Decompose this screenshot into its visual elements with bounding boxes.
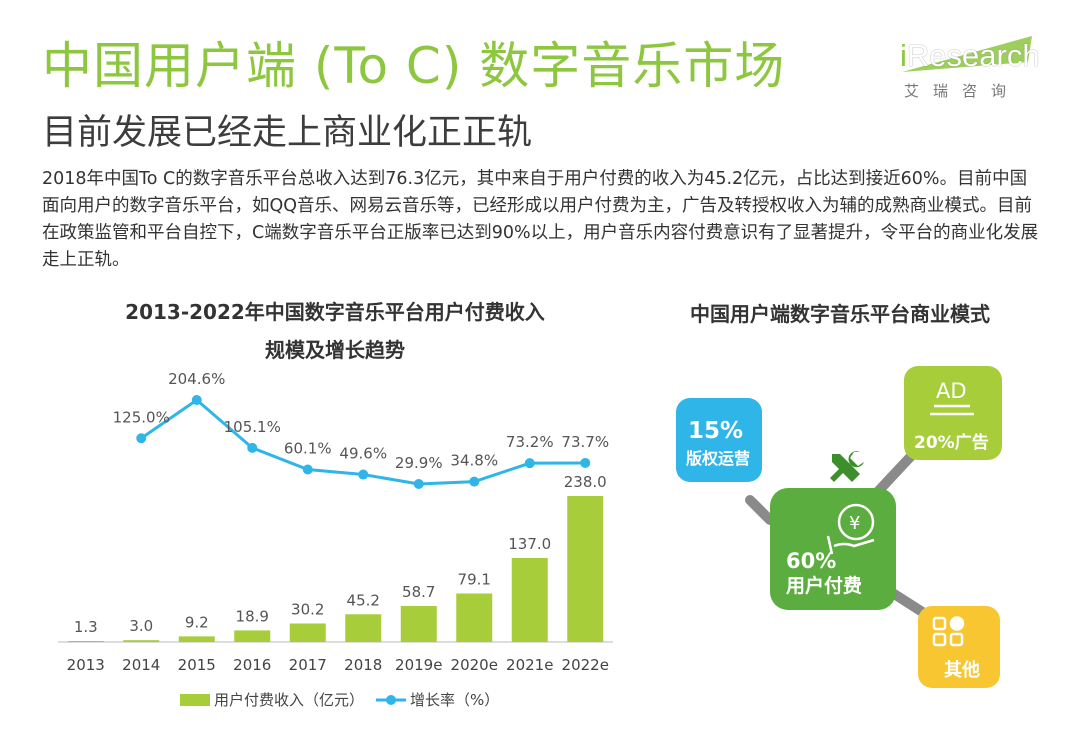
node-ads-label: 20%广告 [914, 432, 989, 453]
svg-text:¥: ¥ [849, 513, 860, 534]
growth-point-2021e [524, 458, 535, 469]
node-other-label: 其他 [944, 659, 980, 681]
x-tick-2018: 2018 [344, 656, 382, 674]
bar-label-2013: 1.3 [74, 618, 98, 636]
bar-label-2017: 30.2 [291, 600, 324, 618]
bar-label-2018: 45.2 [347, 591, 380, 609]
page-title: 中国用户端 (To C) 数字音乐市场 [42, 37, 786, 95]
bar-label-2014: 3.0 [129, 617, 153, 635]
bar-2019e [400, 605, 437, 642]
bar-2017 [289, 623, 326, 642]
node-other: 其他 [918, 606, 1000, 688]
bar-label-2021e: 137.0 [508, 535, 551, 553]
bar-2021e [511, 557, 548, 642]
node-ads: AD 20%广告 [904, 366, 1002, 460]
growth-label-2014: 125.0% [113, 408, 170, 426]
bar-2022e [567, 496, 604, 642]
logo-wordmark: iResearch [900, 38, 1040, 73]
wrench-icon [830, 451, 864, 482]
growth-label-2022e: 73.7% [561, 433, 609, 451]
growth-point-2018 [358, 469, 369, 480]
x-tick-2021e: 2021e [506, 656, 553, 674]
x-tick-2014: 2014 [122, 656, 160, 674]
growth-point-2014 [136, 433, 147, 444]
node-user-payment-percent: 60% [786, 549, 836, 573]
connector-copyright [745, 495, 775, 525]
x-tick-2017: 2017 [289, 656, 327, 674]
bar-2014 [123, 640, 160, 642]
x-tick-2013: 2013 [67, 656, 105, 674]
ad-icon: AD [936, 379, 967, 403]
bar-2015 [178, 636, 215, 642]
legend-line-marker [386, 695, 396, 705]
description-paragraph: 2018年中国To C的数字音乐平台总收入达到76.3亿元，其中来自于用户付费的… [42, 169, 1039, 270]
x-tick-2019e: 2019e [395, 656, 442, 674]
business-model-title: 中国用户端数字音乐平台商业模式 [690, 302, 990, 326]
bar-2016 [234, 630, 271, 642]
growth-point-2017 [302, 464, 313, 475]
growth-label-2020e: 34.8% [450, 452, 498, 470]
bar-label-2015: 9.2 [185, 613, 209, 631]
growth-label-2015: 204.6% [168, 370, 225, 388]
growth-label-2018: 49.6% [339, 445, 387, 463]
iresearch-logo: iResearch 艾瑞咨询 [900, 28, 1040, 128]
chart-title-line2: 规模及增长趋势 [265, 338, 405, 362]
x-tick-2020e: 2020e [451, 656, 498, 674]
bar-label-2020e: 79.1 [458, 570, 491, 588]
chart-title-line1: 2013-2022年中国数字音乐平台用户付费收入 [125, 300, 545, 324]
growth-label-2019e: 29.9% [395, 454, 443, 472]
logo-swoosh-icon [902, 36, 1032, 72]
revenue-growth-chart: 1.3 3.0 9.2 18.9 30.245.2 58.779.1137.0238.0 … [58, 370, 613, 709]
growth-point-2016 [247, 442, 258, 453]
growth-label-2017: 60.1% [284, 439, 332, 457]
growth-label-2016: 105.1% [224, 418, 281, 436]
x-tick-2015: 2015 [178, 656, 216, 674]
node-user-payment-label: 用户付费 [786, 574, 862, 597]
bar-2013 [67, 641, 104, 642]
node-copyright-label: 版权运营 [685, 449, 750, 468]
node-copyright: 15% 版权运营 [676, 398, 762, 482]
yen-hand-icon: ¥ [826, 503, 875, 555]
page-subtitle: 目前发展已经走上商业化正正轨 [42, 113, 533, 153]
legend-line-label: 增长率（%） [410, 691, 499, 709]
bar-2020e [456, 593, 493, 642]
node-user-payment: ¥ 60% 用户付费 [770, 488, 896, 610]
growth-point-2019e [413, 479, 424, 489]
bar-label-2022e: 238.0 [564, 473, 607, 491]
logo-chinese: 艾瑞咨询 [904, 82, 1021, 100]
growth-point-2015 [191, 395, 202, 405]
legend-bar-label: 用户付费收入（亿元） [214, 691, 364, 709]
x-tick-2022e: 2022e [562, 656, 609, 674]
growth-label-2021e: 73.2% [506, 433, 554, 451]
bar-label-2016: 18.9 [236, 607, 269, 625]
business-model-diagram: 15% 版权运营 AD 20%广告 ¥ 60% 用户付费 [676, 366, 1002, 688]
legend-bar-swatch [180, 694, 210, 706]
x-tick-2016: 2016 [233, 656, 271, 674]
grid-icon [932, 616, 965, 647]
bar-2018 [345, 614, 382, 642]
node-copyright-percent: 15% [688, 418, 743, 444]
bar-label-2019e: 58.7 [402, 583, 435, 601]
growth-point-2020e [469, 476, 480, 487]
growth-point-2022e [580, 457, 591, 468]
